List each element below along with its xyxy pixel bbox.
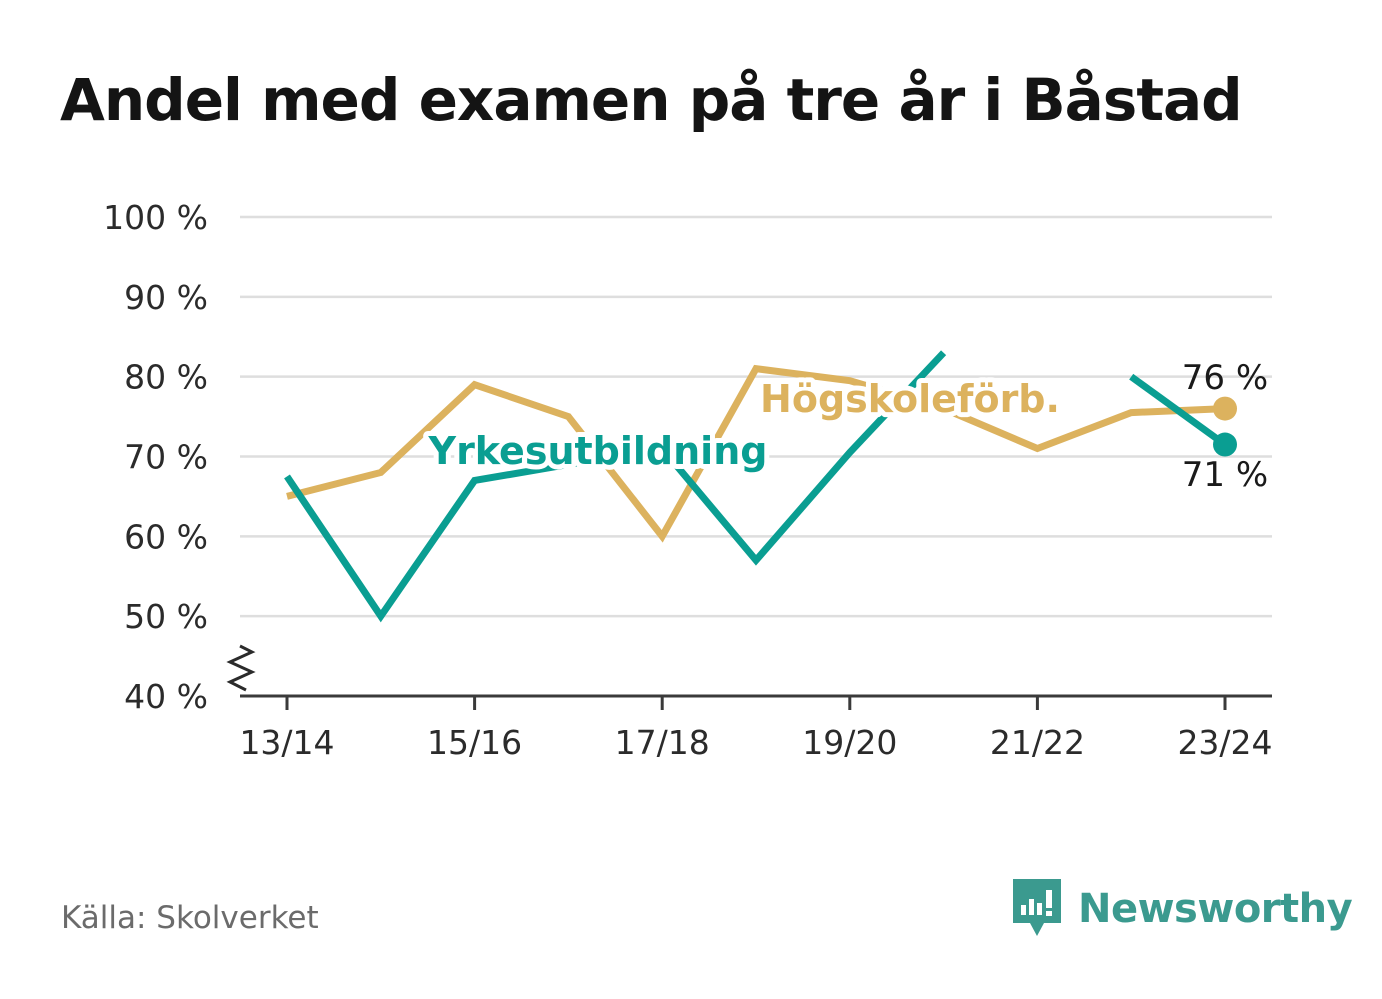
- x-axis: [226, 644, 1272, 710]
- newsworthy-logo-icon: [1013, 879, 1061, 936]
- brand-name: Newsworthy: [1078, 886, 1353, 932]
- series-line-yrkesutbildning: [1129, 373, 1228, 448]
- y-tick-label: 40 %: [124, 677, 208, 716]
- axis-break-icon: [226, 644, 256, 692]
- end-marker-hogskoleforb: [1213, 396, 1237, 421]
- series-labels: YrkesutbildningYrkesutbildningHögskolefö…: [423, 372, 1065, 478]
- series-label-yrkesutbildning: Yrkesutbildning: [428, 429, 768, 473]
- x-tick-label: 21/22: [990, 723, 1085, 762]
- y-tick-label: 60 %: [124, 517, 208, 556]
- end-markers: 76 % 71 %: [1182, 358, 1268, 495]
- source-note: Källa: Skolverket: [61, 900, 319, 936]
- series-label-hogskoleforb: Högskoleförb.: [760, 377, 1060, 421]
- series-lines: [284, 350, 1228, 623]
- brand-logo: Newsworthy: [1010, 878, 1353, 940]
- y-tick-label: 80 %: [124, 358, 208, 397]
- y-axis-tick-labels: 40 % 50 % 60 % 70 % 80 % 90 % 100 %: [103, 198, 208, 716]
- x-tick-label: 13/14: [239, 723, 334, 762]
- x-tick-label: 15/16: [427, 723, 522, 762]
- series-label-hogskoleforb-halo: Högskoleförb.: [760, 377, 1060, 421]
- series-line-hogskoleforb: [286, 364, 1226, 543]
- y-tick-label: 50 %: [124, 597, 208, 636]
- chart-title: Andel med examen på tre år i Båstad: [60, 66, 1243, 134]
- series-label-yrkesutbildning-halo: Yrkesutbildning: [428, 429, 768, 473]
- x-tick-label: 23/24: [1177, 723, 1272, 762]
- y-tick-label: 70 %: [124, 438, 208, 477]
- x-tick-label: 17/18: [615, 723, 710, 762]
- end-label-yrkesutbildning: 71 %: [1182, 455, 1268, 495]
- gridlines: [240, 215, 1272, 618]
- series-line-yrkesutbildning: [284, 350, 947, 623]
- x-tick-label: 19/20: [802, 723, 897, 762]
- y-tick-label: 90 %: [124, 278, 208, 317]
- end-label-hogskoleforb: 76 %: [1182, 358, 1268, 398]
- y-tick-label: 100 %: [103, 198, 208, 237]
- end-marker-yrkesutbildning: [1213, 432, 1237, 457]
- x-axis-tick-labels: 13/14 15/16 17/18 19/20 21/22 23/24: [239, 723, 1272, 762]
